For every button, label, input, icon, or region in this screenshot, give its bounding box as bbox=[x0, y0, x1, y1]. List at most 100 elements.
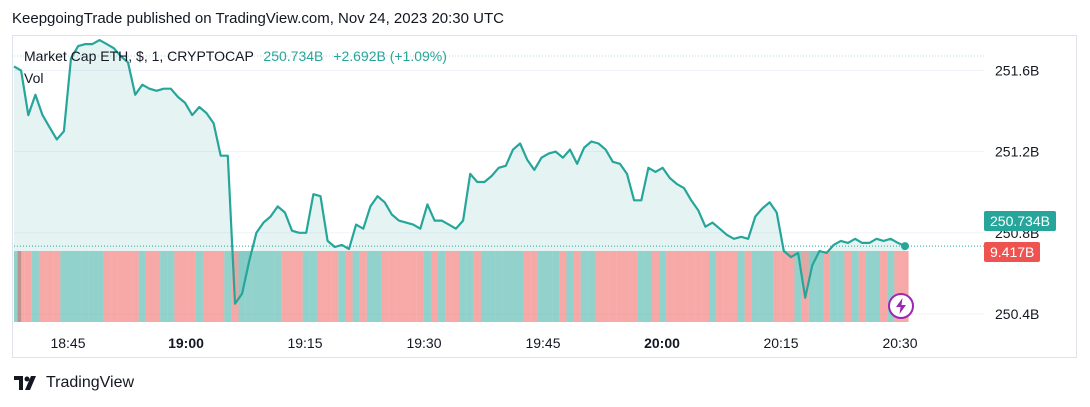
volume-bar bbox=[894, 251, 902, 322]
volume-bar bbox=[274, 251, 282, 322]
volume-bar bbox=[573, 251, 581, 322]
volume-bar bbox=[530, 251, 538, 322]
x-tick-label: 19:15 bbox=[287, 335, 322, 351]
volume-bar bbox=[594, 251, 603, 322]
volume-bar bbox=[488, 251, 496, 322]
volume-bar bbox=[666, 251, 674, 322]
volume-bar bbox=[680, 251, 688, 322]
footer-brand-label: TradingView bbox=[46, 374, 135, 391]
volume-bar bbox=[245, 251, 253, 322]
volume-bar bbox=[644, 251, 652, 322]
x-tick-label: 20:30 bbox=[882, 335, 917, 351]
change-value: +2.692B (+1.09%) bbox=[333, 48, 447, 64]
volume-bar bbox=[124, 251, 132, 322]
volume-bar bbox=[872, 251, 881, 322]
volume-bar bbox=[409, 251, 417, 322]
volume-bar bbox=[152, 251, 161, 322]
volume-bars bbox=[14, 251, 909, 322]
volume-bar bbox=[823, 251, 831, 322]
volume-bar bbox=[523, 251, 531, 322]
volume-bar bbox=[730, 251, 738, 322]
volume-bar bbox=[259, 251, 268, 322]
lightning-icon[interactable] bbox=[887, 292, 915, 320]
volume-bar bbox=[880, 251, 888, 322]
volume-bar bbox=[238, 251, 246, 322]
volume-bar bbox=[651, 251, 660, 322]
volume-bar bbox=[452, 251, 460, 322]
volume-bar bbox=[38, 251, 47, 322]
volume-bar bbox=[395, 251, 403, 322]
volume-bar bbox=[537, 251, 546, 322]
volume-bar bbox=[545, 251, 553, 322]
volume-bar bbox=[17, 251, 25, 322]
volume-bar bbox=[566, 251, 574, 322]
volume-bar bbox=[195, 251, 203, 322]
volume-bar bbox=[103, 251, 111, 322]
volume-bar bbox=[495, 251, 503, 322]
x-tick-label: 20:15 bbox=[763, 335, 798, 351]
volume-bar bbox=[480, 251, 489, 322]
volume-bar bbox=[438, 251, 446, 322]
y-tick-label: 251.2B bbox=[995, 144, 1039, 160]
volume-bar bbox=[345, 251, 353, 322]
volume-label[interactable]: Vol bbox=[24, 70, 44, 86]
chart-legend[interactable]: Market Cap ETH, $, 1, CRYPTOCAP 250.734B… bbox=[24, 48, 447, 64]
volume-bar bbox=[46, 251, 54, 322]
volume-bar bbox=[758, 251, 767, 322]
volume-bar bbox=[402, 251, 410, 322]
price-area bbox=[14, 40, 905, 304]
volume-bar bbox=[865, 251, 873, 322]
volume-bar bbox=[373, 251, 382, 322]
volume-bar bbox=[694, 251, 702, 322]
volume-bar bbox=[324, 251, 332, 322]
volume-bar bbox=[31, 251, 39, 322]
volume-bar bbox=[837, 251, 845, 322]
volume-bar bbox=[580, 251, 588, 322]
x-tick-label: 20:00 bbox=[644, 335, 680, 351]
tradingview-logo-icon bbox=[14, 376, 40, 390]
volume-bar bbox=[217, 251, 225, 322]
volume-bar bbox=[801, 251, 809, 322]
last-price-dot bbox=[901, 242, 909, 251]
volume-bar bbox=[773, 251, 781, 322]
volume-bar bbox=[815, 251, 824, 322]
x-axis: 18:45 19:00 19:15 19:30 19:45 20:00 20:15 20:30 bbox=[50, 335, 917, 351]
volume-bar bbox=[751, 251, 759, 322]
volume-bar bbox=[352, 251, 360, 322]
volume-tag: 9.417B bbox=[984, 242, 1041, 262]
volume-bar bbox=[145, 251, 153, 322]
volume-bar bbox=[687, 251, 695, 322]
volume-bar bbox=[737, 251, 745, 322]
volume-bar bbox=[858, 251, 866, 322]
volume-bar bbox=[181, 251, 189, 322]
volume-bar bbox=[780, 251, 788, 322]
footer-brand[interactable]: TradingView bbox=[14, 374, 134, 392]
volume-bar bbox=[138, 251, 146, 322]
volume-bar bbox=[766, 251, 774, 322]
chart-frame bbox=[12, 35, 1077, 358]
volume-bar bbox=[473, 251, 481, 322]
volume-bar bbox=[95, 251, 104, 322]
volume-bar bbox=[88, 251, 96, 322]
volume-bar bbox=[359, 251, 367, 322]
volume-bar bbox=[723, 251, 731, 322]
volume-bar bbox=[623, 251, 631, 322]
volume-bar bbox=[224, 251, 232, 322]
x-tick-label: 19:45 bbox=[525, 335, 560, 351]
volume-bar bbox=[787, 251, 795, 322]
x-tick-label: 19:30 bbox=[406, 335, 441, 351]
publisher-caption: KeepgoingTrade published on TradingView.… bbox=[12, 10, 504, 27]
volume-bar bbox=[552, 251, 560, 322]
volume-bar bbox=[844, 251, 852, 322]
volume-bar bbox=[466, 251, 474, 322]
volume-bar bbox=[509, 251, 517, 322]
volume-bar bbox=[459, 251, 467, 322]
volume-bar bbox=[794, 251, 802, 322]
x-tick-label: 19:00 bbox=[168, 335, 204, 351]
volume-bar bbox=[288, 251, 296, 322]
volume-bar bbox=[637, 251, 645, 322]
volume-bar bbox=[887, 251, 895, 322]
volume-bar bbox=[74, 251, 82, 322]
